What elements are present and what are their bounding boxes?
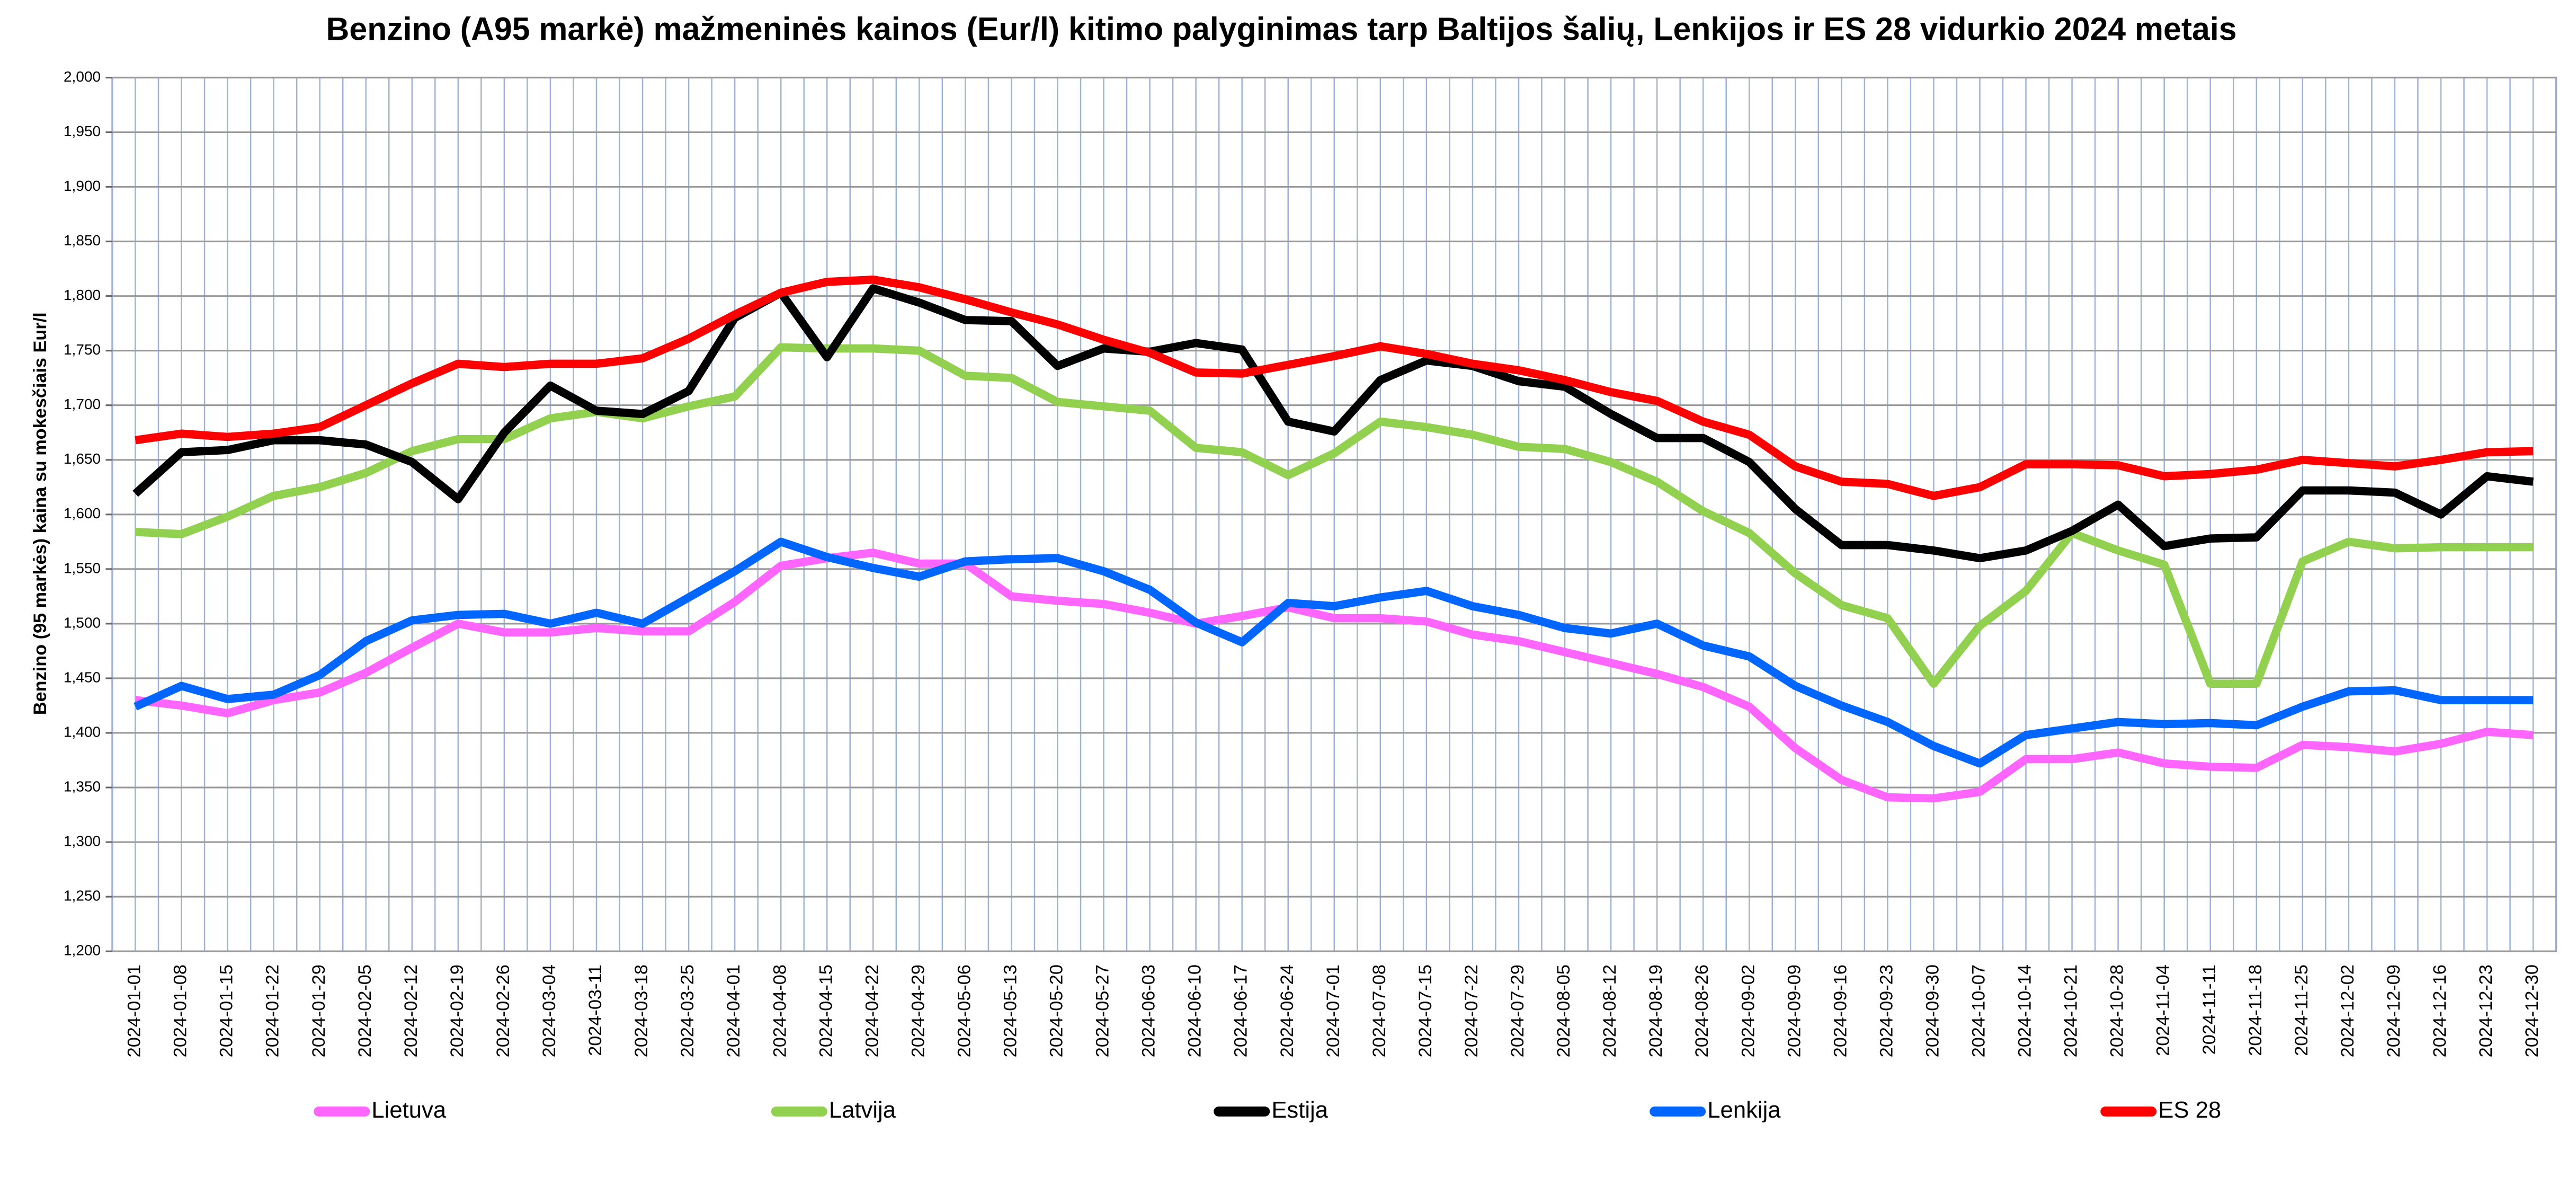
y-tick-label: 2,000	[64, 68, 101, 85]
x-tick-label: 2024-07-15	[1415, 964, 1436, 1057]
x-tick-label: 2024-06-17	[1231, 964, 1251, 1057]
series-line	[135, 275, 2534, 500]
chart-title: Benzino (A95 markė) mažmeninės kainos (E…	[326, 11, 2237, 47]
x-tick-label: 2024-08-05	[1554, 964, 1574, 1057]
y-tick-label: 1,650	[64, 450, 101, 467]
x-tick-label: 2024-09-30	[1922, 964, 1942, 1057]
y-tick-label: 1,700	[64, 396, 101, 412]
x-tick-label: 2024-08-12	[1600, 964, 1620, 1057]
y-tick-label: 1,850	[64, 232, 101, 249]
x-tick-label: 2024-01-22	[263, 964, 283, 1057]
y-tick-label: 1,900	[64, 178, 101, 194]
series-line	[135, 343, 2534, 688]
y-axis-label: Benzino (95 markės) kaina su mokesčiais …	[30, 312, 50, 715]
legend-label: ES 28	[2158, 1097, 2221, 1123]
x-tick-label: 2024-12-16	[2430, 964, 2450, 1057]
legend-label: Latvija	[829, 1097, 896, 1123]
y-tick-label: 1,500	[64, 614, 101, 631]
x-tick-label: 2024-09-02	[1738, 964, 1758, 1057]
x-tick-label: 2024-09-16	[1830, 964, 1850, 1057]
x-tick-label: 2024-03-11	[585, 964, 605, 1056]
x-tick-label: 2024-02-19	[447, 964, 467, 1057]
x-tick-label: 2024-03-04	[539, 964, 559, 1057]
x-tick-label: 2024-02-05	[355, 964, 375, 1057]
y-tick-label: 1,400	[64, 723, 101, 740]
x-tick-label: 2024-10-14	[2015, 964, 2035, 1057]
x-tick-label: 2024-07-29	[1508, 964, 1528, 1057]
y-tick-label: 1,450	[64, 669, 101, 685]
x-tick-label: 2024-11-04	[2153, 964, 2173, 1056]
x-tick-label: 2024-04-29	[908, 964, 928, 1057]
x-tick-label: 2024-01-29	[309, 964, 329, 1057]
y-tick-label: 1,300	[64, 833, 101, 849]
y-tick-label: 1,200	[64, 942, 101, 959]
y-tick-label: 1,250	[64, 888, 101, 904]
x-tick-label: 2024-09-23	[1876, 964, 1896, 1057]
x-tick-label: 2024-07-01	[1323, 964, 1343, 1057]
x-tick-label: 2024-11-11	[2199, 964, 2220, 1055]
x-tick-label: 2024-01-01	[124, 964, 145, 1057]
x-tick-label: 2024-05-27	[1093, 964, 1113, 1057]
x-tick-label: 2024-03-18	[631, 964, 652, 1057]
x-tick-label: 2024-12-23	[2476, 964, 2496, 1057]
x-tick-label: 2024-04-01	[724, 964, 744, 1057]
x-tick-label: 2024-05-20	[1047, 964, 1067, 1057]
y-tick-label: 1,350	[64, 778, 101, 794]
x-tick-label: 2024-02-12	[401, 964, 421, 1057]
x-tick-label: 2024-05-06	[954, 964, 974, 1057]
x-tick-label: 2024-11-18	[2245, 964, 2266, 1056]
legend-label: Estija	[1271, 1097, 1328, 1123]
series-line	[135, 548, 2534, 803]
x-tick-label: 2024-10-21	[2061, 964, 2081, 1057]
x-tick-label: 2024-08-26	[1692, 964, 1712, 1057]
x-tick-label: 2024-02-26	[493, 964, 513, 1057]
x-tick-label: 2024-06-24	[1277, 964, 1297, 1057]
x-tick-label: 2024-09-09	[1784, 964, 1804, 1057]
y-tick-label: 1,750	[64, 341, 101, 358]
x-tick-label: 2024-06-03	[1139, 964, 1159, 1057]
x-tick-label: 2024-12-02	[2338, 964, 2358, 1057]
x-tick-label: 2024-10-28	[2107, 964, 2127, 1057]
x-tick-label: 2024-04-22	[862, 964, 882, 1057]
x-tick-label: 2024-06-10	[1185, 964, 1205, 1057]
legend-label: Lietuva	[371, 1097, 446, 1123]
series-line	[133, 537, 2534, 768]
x-tick-label: 2024-11-25	[2292, 964, 2312, 1056]
x-tick-label: 2024-12-30	[2522, 964, 2542, 1057]
x-tick-label: 2024-10-07	[1969, 964, 1989, 1057]
x-tick-label: 2024-04-15	[816, 964, 836, 1057]
series-line	[132, 284, 2534, 563]
x-tick-label: 2024-03-25	[678, 964, 698, 1057]
x-tick-label: 2024-07-08	[1369, 964, 1389, 1057]
x-tick-label: 2024-01-15	[217, 964, 237, 1057]
x-tick-label: 2024-07-22	[1461, 964, 1482, 1057]
y-tick-label: 1,800	[64, 287, 101, 303]
y-tick-label: 1,600	[64, 505, 101, 521]
x-tick-label: 2024-01-08	[171, 964, 191, 1057]
x-tick-label: 2024-05-13	[1000, 964, 1020, 1057]
x-tick-label: 2024-04-08	[770, 964, 790, 1057]
y-tick-label: 1,950	[64, 123, 101, 139]
y-tick-label: 1,550	[64, 560, 101, 576]
legend-label: Lenkija	[1707, 1097, 1781, 1123]
x-tick-label: 2024-08-19	[1646, 964, 1666, 1057]
x-tick-label: 2024-12-09	[2384, 964, 2404, 1057]
